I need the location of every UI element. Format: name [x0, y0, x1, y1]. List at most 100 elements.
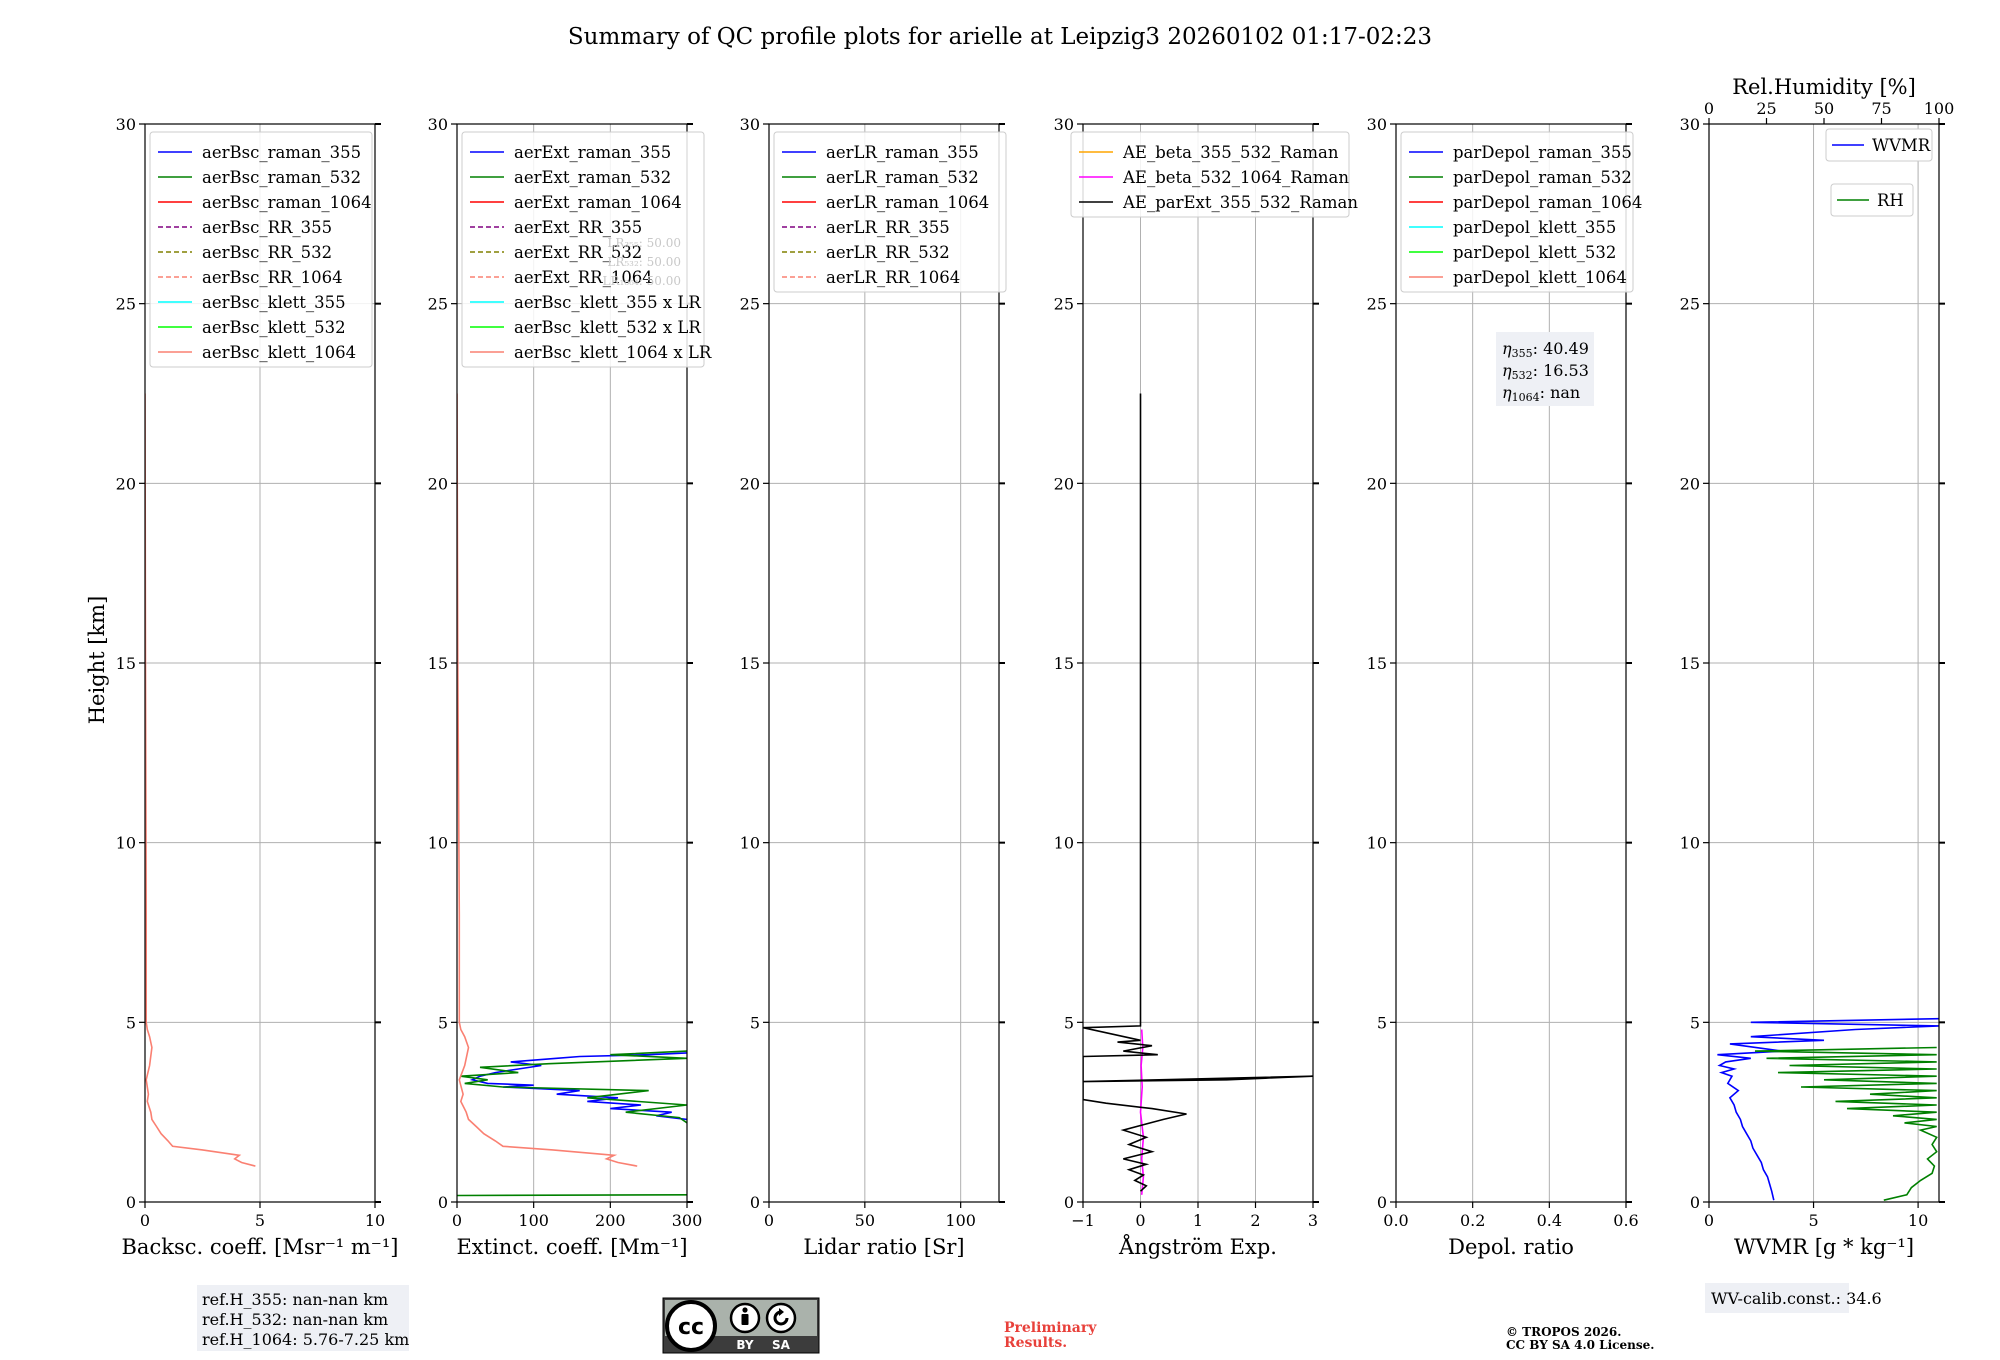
y-tick-label: 25 — [1367, 295, 1387, 314]
cc-by-label: BY — [736, 1338, 753, 1352]
y-tick-label: 10 — [116, 834, 136, 853]
preliminary-results-note: Preliminary Results. — [1004, 1320, 1101, 1351]
legend-label: aerLR_RR_532 — [826, 243, 950, 262]
y-tick-label: 10 — [1367, 834, 1387, 853]
y-tick-label: 30 — [740, 115, 760, 134]
y-tick-label: 25 — [116, 295, 136, 314]
x-tick-label: 3 — [1308, 1211, 1318, 1230]
x-tick-label: 0.4 — [1537, 1211, 1562, 1230]
x-tick-label: 100 — [945, 1211, 976, 1230]
copyright-note: © TROPOS 2026. CC BY SA 4.0 License. — [1506, 1325, 1654, 1352]
lidar-ratio-note: LR₁₀₆₄: 50.00 — [603, 274, 681, 288]
wv-calibration-box — [1705, 1283, 1849, 1313]
y-tick-label: 0 — [126, 1193, 136, 1212]
reference-height-infobox — [197, 1285, 409, 1351]
y-tick-label: 15 — [740, 654, 760, 673]
y-tick-label: 10 — [740, 834, 760, 853]
panel-lr: 0 5 10 15 20 25 30 0 50 100 Lidar ratio [Sr] aerLR_… — [740, 115, 1007, 1259]
x-tick-label: 0.6 — [1613, 1211, 1638, 1230]
legend-box — [1830, 183, 1914, 217]
x-tick-label: 300 — [672, 1211, 703, 1230]
series-line-WVMR — [1717, 1017, 1939, 1201]
legend-label: aerExt_raman_355 — [514, 143, 671, 162]
y-tick-label: 5 — [126, 1013, 136, 1032]
legend-label: aerBsc_klett_1064 — [202, 343, 356, 362]
legend-label: parDepol_raman_355 — [1453, 143, 1632, 162]
y-tick-label: 30 — [1680, 115, 1700, 134]
series-line-aerExt_raman_532 — [460, 1050, 687, 1124]
series-line-aerExt_raman_532_low — [457, 1194, 687, 1197]
x-tick-label: 0 — [1135, 1211, 1145, 1230]
legend-label: aerBsc_raman_1064 — [202, 193, 372, 212]
y-tick-label: 25 — [740, 295, 760, 314]
legend-label: parDepol_klett_532 — [1453, 243, 1616, 262]
y-tick-label: 20 — [428, 474, 448, 493]
series-line-RH — [1754, 1046, 1938, 1201]
x-tick-label: 0 — [452, 1211, 462, 1230]
eta-infobox — [1496, 332, 1594, 406]
legend-label: WVMR — [1872, 136, 1931, 155]
x-tick-label: 5 — [1808, 1211, 1818, 1230]
legend-label: AE_beta_355_532_Raman — [1122, 143, 1339, 162]
legend-label: aerLR_RR_355 — [826, 218, 950, 237]
legend-label: parDepol_raman_1064 — [1453, 193, 1642, 212]
y-tick-label: 25 — [1054, 295, 1074, 314]
x-axis-label: Depol. ratio — [1448, 1235, 1574, 1259]
panel-bsc: 0 5 10 15 20 25 30 0 5 10 Backsc. coeff. [Msr⁻¹ m⁻… — [116, 115, 409, 1351]
y-tick-label: 15 — [1680, 654, 1700, 673]
y-tick-label: 20 — [1367, 474, 1387, 493]
legend-label: aerBsc_klett_532 x LR — [514, 318, 701, 337]
legend-label: aerBsc_RR_1064 — [202, 268, 343, 287]
legend-box — [1400, 131, 1634, 293]
y-tick-label: 0 — [1064, 1193, 1074, 1212]
y-tick-label: 0 — [438, 1193, 448, 1212]
legend-label: aerBsc_klett_1064 x LR — [514, 343, 712, 362]
x-tick-label: 10 — [1908, 1211, 1928, 1230]
y-tick-label: 25 — [1680, 295, 1700, 314]
y-tick-label: 20 — [1680, 474, 1700, 493]
cc-circle-icon — [665, 1300, 717, 1352]
series-line-aerExt_raman_355 — [469, 1052, 687, 1121]
x-axis-label: Extinct. coeff. [Mm⁻¹] — [456, 1235, 687, 1259]
legend-label: AE_beta_532_1064_Raman — [1122, 168, 1349, 187]
y-tick-label: 5 — [438, 1013, 448, 1032]
cc-license-badge: cc BY SA — [662, 1297, 820, 1354]
y-tick-label: 15 — [1367, 654, 1387, 673]
legend-label: parDepol_klett_355 — [1453, 218, 1616, 237]
y-axis-label: Height [km] — [85, 596, 109, 725]
sa-share-icon — [765, 1302, 797, 1334]
y-tick-label: 15 — [428, 654, 448, 673]
wv-calibration-text: WV-calib.const.: 34.6 — [1711, 1289, 1882, 1308]
legend-label: RH — [1877, 191, 1904, 210]
legend-label: aerBsc_RR_532 — [202, 243, 332, 262]
x-tick-label: 50 — [855, 1211, 875, 1230]
top-x-axis-label: Rel.Humidity [%] — [1732, 75, 1916, 99]
x-tick-label: 0 — [764, 1211, 774, 1230]
y-tick-label: 15 — [116, 654, 136, 673]
series-line-AE_parExt_355_532_Raman — [1083, 393, 1313, 1192]
legend-label: aerBsc_raman_355 — [202, 143, 361, 162]
x-tick-label: 0.2 — [1460, 1211, 1485, 1230]
x-tick-label: 5 — [255, 1211, 265, 1230]
y-tick-label: 30 — [1367, 115, 1387, 134]
y-tick-label: 10 — [1054, 834, 1074, 853]
legend-label: AE_parExt_355_532_Raman — [1122, 193, 1358, 212]
y-tick-label: 30 — [1054, 115, 1074, 134]
x-tick-label: 0.0 — [1383, 1211, 1408, 1230]
y-tick-label: 20 — [116, 474, 136, 493]
series-line-aerBsc_klett_1064 x LR — [457, 393, 638, 1167]
y-tick-label: 5 — [1690, 1013, 1700, 1032]
x-tick-label: 100 — [518, 1211, 549, 1230]
legend-label: aerExt_RR_1064 — [514, 268, 653, 287]
legend-label: aerBsc_klett_355 x LR — [514, 293, 701, 312]
legend-label: aerLR_raman_1064 — [826, 193, 989, 212]
top-x-tick-label: 0 — [1704, 99, 1714, 118]
eta-value: η532: 16.53 — [1502, 361, 1589, 382]
y-tick-label: 0 — [750, 1193, 760, 1212]
legend-label: aerBsc_raman_532 — [202, 168, 361, 187]
y-tick-label: 5 — [1064, 1013, 1074, 1032]
